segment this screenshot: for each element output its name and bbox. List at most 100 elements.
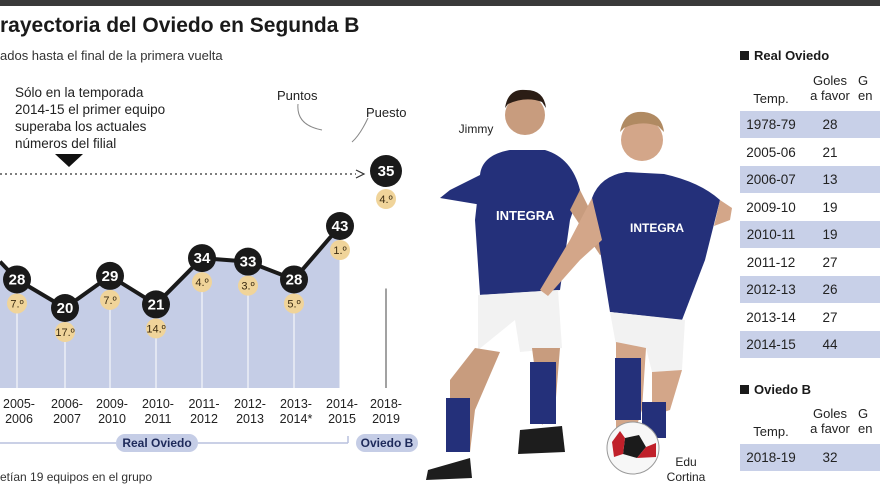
x-tick-label: 2011: [145, 412, 172, 426]
filial-point-position: 4.º: [379, 194, 392, 206]
x-tick-label: 2012: [190, 412, 218, 426]
player-label-jimmy: Jimmy: [458, 122, 494, 136]
season-cell: 2014-15: [746, 337, 796, 352]
season-cell: 2010-11: [746, 227, 796, 242]
point-2-position: 7.º: [103, 295, 116, 307]
table-row: 1978-79 28: [740, 111, 880, 138]
table-row: 2005-06 21: [740, 139, 880, 166]
table-title-real-oviedo: Real Oviedo: [740, 48, 829, 63]
point-2-value: 29: [102, 268, 119, 285]
point-3-badge: [146, 318, 166, 339]
goals-cell: 27: [822, 309, 838, 325]
goals-cell: 21: [822, 144, 838, 160]
point-6-value: 28: [286, 271, 303, 288]
point-0-marker: [3, 265, 31, 294]
table-header-temp: Temp.: [753, 91, 789, 106]
table-row: 2018-19 32: [740, 444, 880, 471]
season-cell: 2005-06: [746, 144, 796, 160]
x-tick-label: 2014-: [326, 397, 358, 411]
square-bullet-icon: [740, 385, 749, 394]
point-7-position: 1.º: [333, 245, 346, 257]
top-bar: [0, 0, 880, 6]
point-3-value: 21: [148, 296, 165, 313]
point-5-value: 33: [240, 254, 257, 271]
x-tick-label: 2013-: [280, 397, 312, 411]
goals-cell: 32: [822, 450, 838, 465]
table-header-goles-b: Goles a favor: [810, 406, 850, 436]
season-cell: 2009-10: [746, 199, 796, 215]
x-tick-label: 2010-: [142, 397, 174, 411]
group-label-real-oviedo: Real Oviedo: [116, 434, 198, 452]
point-5-badge: [238, 275, 258, 296]
point-7-marker: [326, 212, 354, 240]
point-3-marker: [142, 290, 170, 319]
point-0-value: 28: [9, 271, 26, 288]
point-2-marker: [96, 261, 124, 290]
reference-arrow-icon: [355, 169, 366, 179]
point-1-marker: [51, 294, 79, 322]
soccer-ball-bottom-icon: [606, 421, 660, 475]
point-7-badge: [330, 240, 350, 260]
point-4-position: 4.º: [195, 277, 208, 289]
player-left: INTEGRA: [426, 89, 610, 480]
goals-cell: 13: [822, 172, 838, 187]
goals-cell: 19: [822, 199, 838, 215]
season-cell: 2018-19: [746, 450, 796, 465]
filial-point-value: 35: [378, 163, 395, 180]
x-tick-label: 2005-: [3, 397, 35, 411]
table-header-g-en-b: G en: [858, 406, 873, 436]
table-header-temp-b: Temp.: [753, 424, 789, 439]
point-0-position: 7.º: [10, 298, 23, 310]
x-tick-label: 2006-: [51, 397, 83, 411]
table-row: 2006-07 13: [740, 166, 880, 193]
x-tick-label: 2009-: [96, 397, 128, 411]
x-tick-label: 2015: [328, 412, 356, 426]
point-1-position: 17.º: [55, 327, 74, 339]
filial-point-badge: [376, 189, 396, 209]
player-label-edu: Edu: [675, 455, 697, 469]
position-callout: [351, 117, 369, 143]
x-tick-label: 2010: [98, 412, 126, 426]
point-4-badge: [192, 272, 212, 293]
player-label-cortina: Cortina: [666, 470, 706, 484]
point-6-position: 5.º: [287, 298, 300, 310]
table-title-oviedo-b: Oviedo B: [740, 382, 811, 397]
point-5-position: 3.º: [241, 281, 254, 293]
season-cell: 2011-12: [746, 254, 796, 270]
goals-cell: 19: [822, 227, 838, 242]
points-callout: [297, 103, 323, 131]
group-label-oviedo-b: Oviedo B: [356, 434, 418, 452]
x-tick-label: 2006: [5, 412, 33, 426]
point-3-position: 14.º: [146, 323, 165, 335]
table-row: 2011-12 27: [740, 249, 880, 276]
square-bullet-icon: [740, 51, 749, 60]
point-1-value: 20: [57, 300, 74, 317]
x-tick-label: 2012-: [234, 397, 266, 411]
x-tick-label: 2013: [236, 412, 264, 426]
x-tick-label: 2007: [53, 412, 81, 426]
table-row: 2009-10 19: [740, 194, 880, 221]
points-chart: 287.º2005-20062017.º2006-2007297.º2009-2…: [0, 103, 402, 444]
page-title: rayectoria del Oviedo en Segunda B: [0, 14, 360, 37]
x-tick-label-filial: 2018-: [370, 397, 402, 411]
chart-annotation: Sólo en la temporada 2014-15 el primer e…: [15, 85, 166, 151]
point-5-marker: [234, 247, 262, 276]
player-right: INTEGRA: [540, 111, 732, 440]
point-7-value: 43: [332, 218, 349, 235]
point-4-marker: [188, 244, 216, 273]
svg-text:INTEGRA: INTEGRA: [630, 221, 684, 235]
season-cell: 2006-07: [746, 172, 796, 187]
arrow-down-icon: [55, 154, 83, 167]
page-subtitle: ados hasta el final de la primera vuelta: [0, 48, 223, 63]
table-header-goles: Goles a favor: [810, 73, 850, 103]
table-header-g-en: G en: [858, 73, 873, 103]
table-row: 2010-11 19: [740, 221, 880, 248]
footnote: etían 19 equipos en el grupo: [0, 470, 153, 484]
players-photo: INTEGRA INTEGRA: [426, 89, 732, 480]
svg-text:INTEGRA: INTEGRA: [496, 208, 555, 223]
goals-cell: 44: [822, 337, 838, 352]
point-4-value: 34: [194, 250, 211, 267]
point-6-badge: [284, 293, 304, 314]
goals-tables: Real Oviedo Temp. Goles a favor G en 197…: [738, 0, 880, 495]
x-tick-label-filial: 2019: [372, 412, 400, 426]
